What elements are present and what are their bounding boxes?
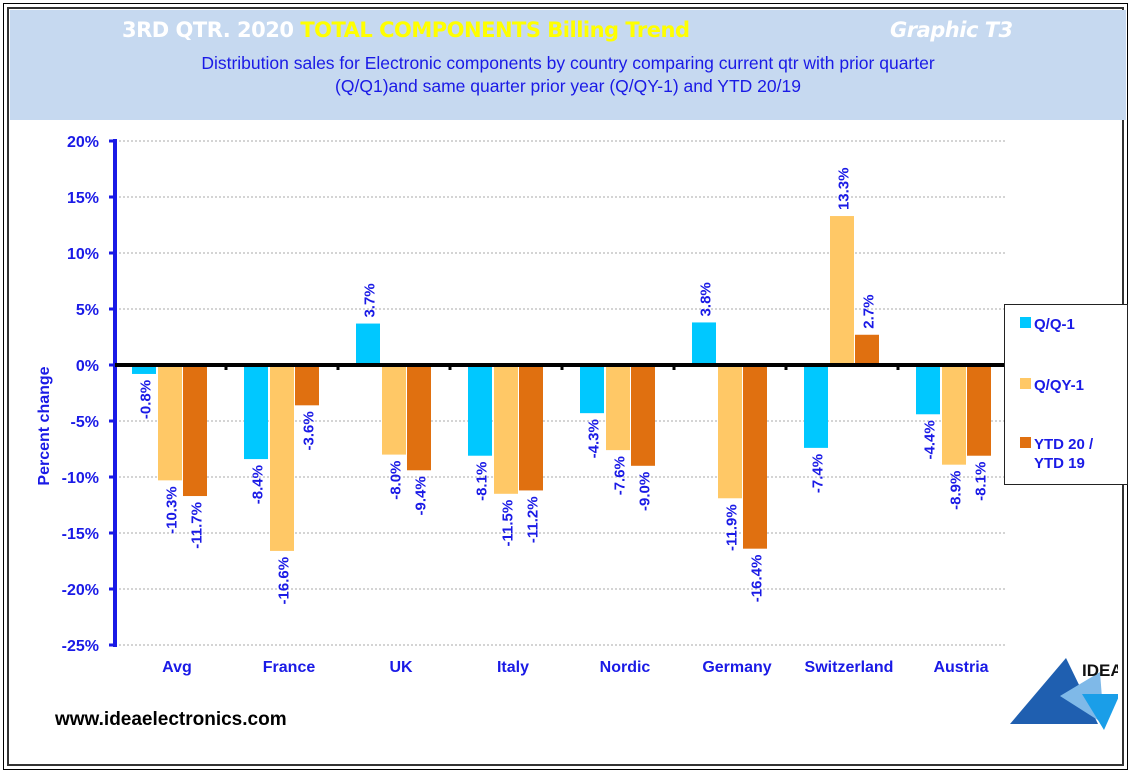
data-label: -9.0% bbox=[637, 472, 654, 511]
subtitle-line-2: (Q/Q1)and same quarter prior year (Q/QY-… bbox=[335, 76, 801, 96]
y-axis-label: Percent change bbox=[36, 366, 53, 485]
chart-subtitle: Distribution sales for Electronic compon… bbox=[10, 52, 1126, 98]
legend-item-ytd: YTD 20 / YTD 19 bbox=[1020, 435, 1093, 473]
bar-q-qy-1 bbox=[606, 365, 630, 451]
bar-q-q-1 bbox=[580, 365, 604, 414]
data-label: -8.1% bbox=[474, 462, 491, 501]
data-label: 3.7% bbox=[362, 283, 379, 317]
data-label: -8.1% bbox=[973, 462, 990, 501]
y-tick-label: 0% bbox=[76, 358, 99, 375]
chart-title: 3RD QTR. 2020 TOTAL COMPONENTS Billing T… bbox=[122, 18, 690, 42]
bar-ytd-20-ytd-19 bbox=[743, 365, 767, 549]
bar-q-q-1 bbox=[468, 365, 492, 456]
y-tick-label: -10% bbox=[62, 470, 99, 487]
data-label: 3.8% bbox=[698, 282, 715, 316]
bar-q-q-1 bbox=[804, 365, 828, 448]
x-tick-label: Switzerland bbox=[805, 659, 894, 676]
title-quarter: 3RD QTR. 2020 bbox=[122, 18, 301, 42]
chart-legend: Q/Q-1 Q/QY-1 YTD 20 / YTD 19 bbox=[1004, 304, 1128, 485]
data-label: -11.5% bbox=[500, 500, 517, 547]
legend-swatch-qq bbox=[1020, 317, 1031, 328]
y-tick-label: 5% bbox=[76, 302, 99, 319]
data-label: -11.7% bbox=[189, 502, 206, 549]
legend-label-qq: Q/Q-1 bbox=[1034, 316, 1075, 333]
bar-ytd-20-ytd-19 bbox=[855, 334, 879, 365]
data-label: 13.3% bbox=[836, 167, 853, 210]
x-tick-label: Germany bbox=[702, 659, 771, 676]
logo-dark-triangle bbox=[1010, 658, 1098, 724]
data-label: 2.7% bbox=[861, 295, 878, 329]
idea-logo: IDEA bbox=[1010, 658, 1118, 730]
data-label: -8.4% bbox=[250, 465, 267, 504]
bar-ytd-20-ytd-19 bbox=[407, 365, 431, 471]
chart-header: 3RD QTR. 2020 TOTAL COMPONENTS Billing T… bbox=[10, 10, 1126, 120]
bar-ytd-20-ytd-19 bbox=[183, 365, 207, 497]
legend-label-qqy: Q/QY-1 bbox=[1034, 377, 1085, 394]
y-tick-label: 20% bbox=[67, 134, 99, 151]
y-tick-label: -15% bbox=[62, 526, 99, 543]
bar-ytd-20-ytd-19 bbox=[295, 365, 319, 406]
data-label: -4.3% bbox=[586, 419, 603, 458]
bar-q-qy-1 bbox=[942, 365, 966, 465]
data-label: -7.6% bbox=[612, 456, 629, 495]
data-label: -9.4% bbox=[413, 476, 430, 515]
x-tick-label: Avg bbox=[162, 659, 192, 676]
bar-q-qy-1 bbox=[494, 365, 518, 494]
data-label: -11.9% bbox=[724, 504, 741, 551]
data-label: -7.4% bbox=[810, 454, 827, 493]
data-label: -16.6% bbox=[276, 557, 293, 605]
legend-item-qqy: Q/QY-1 bbox=[1020, 376, 1084, 395]
x-tick-label: Nordic bbox=[600, 659, 651, 676]
bar-ytd-20-ytd-19 bbox=[631, 365, 655, 466]
data-label: -10.3% bbox=[164, 486, 181, 534]
website-url[interactable]: www.ideaelectronics.com bbox=[55, 709, 287, 730]
y-tick-label: 10% bbox=[67, 246, 99, 263]
title-components: TOTAL COMPONENTS Billing Trend bbox=[300, 18, 690, 42]
legend-swatch-ytd bbox=[1020, 437, 1031, 448]
bar-q-q-1 bbox=[916, 365, 940, 415]
data-label: -8.0% bbox=[388, 461, 405, 500]
x-tick-label: Austria bbox=[933, 659, 988, 676]
y-tick-label: -25% bbox=[62, 638, 99, 655]
bar-q-qy-1 bbox=[382, 365, 406, 455]
bar-ytd-20-ytd-19 bbox=[967, 365, 991, 456]
bar-q-qy-1 bbox=[158, 365, 182, 481]
bar-q-q-1 bbox=[132, 365, 156, 374]
graphic-label: Graphic T3 bbox=[890, 18, 1013, 42]
data-label: -0.8% bbox=[138, 380, 155, 419]
y-tick-label: 15% bbox=[67, 190, 99, 207]
x-tick-label: UK bbox=[389, 659, 413, 676]
y-tick-label: -5% bbox=[71, 414, 99, 431]
legend-label-ytd-2: YTD 19 bbox=[1034, 455, 1085, 472]
legend-label-ytd-1: YTD 20 / bbox=[1034, 436, 1094, 453]
x-tick-label: France bbox=[263, 659, 316, 676]
logo-mid-triangle bbox=[1082, 694, 1118, 730]
bar-ytd-20-ytd-19 bbox=[519, 365, 543, 491]
bar-q-q-1 bbox=[244, 365, 268, 460]
bar-q-qy-1 bbox=[830, 216, 854, 365]
logo-text: IDEA bbox=[1082, 661, 1118, 680]
bar-q-qy-1 bbox=[270, 365, 294, 551]
y-tick-label: -20% bbox=[62, 582, 99, 599]
subtitle-line-1: Distribution sales for Electronic compon… bbox=[201, 53, 935, 73]
bar-q-q-1 bbox=[356, 323, 380, 365]
title-line: 3RD QTR. 2020 TOTAL COMPONENTS Billing T… bbox=[10, 18, 1126, 48]
data-label: -3.6% bbox=[301, 411, 318, 450]
legend-item-qq: Q/Q-1 bbox=[1020, 315, 1075, 334]
data-label: -4.4% bbox=[922, 420, 939, 459]
bar-q-qy-1 bbox=[718, 365, 742, 499]
bar-q-q-1 bbox=[692, 322, 716, 365]
x-tick-label: Italy bbox=[497, 659, 529, 676]
data-label: -16.4% bbox=[749, 555, 766, 603]
data-label: -11.2% bbox=[525, 496, 542, 543]
legend-swatch-qqy bbox=[1020, 378, 1031, 389]
data-label: -8.9% bbox=[948, 471, 965, 510]
